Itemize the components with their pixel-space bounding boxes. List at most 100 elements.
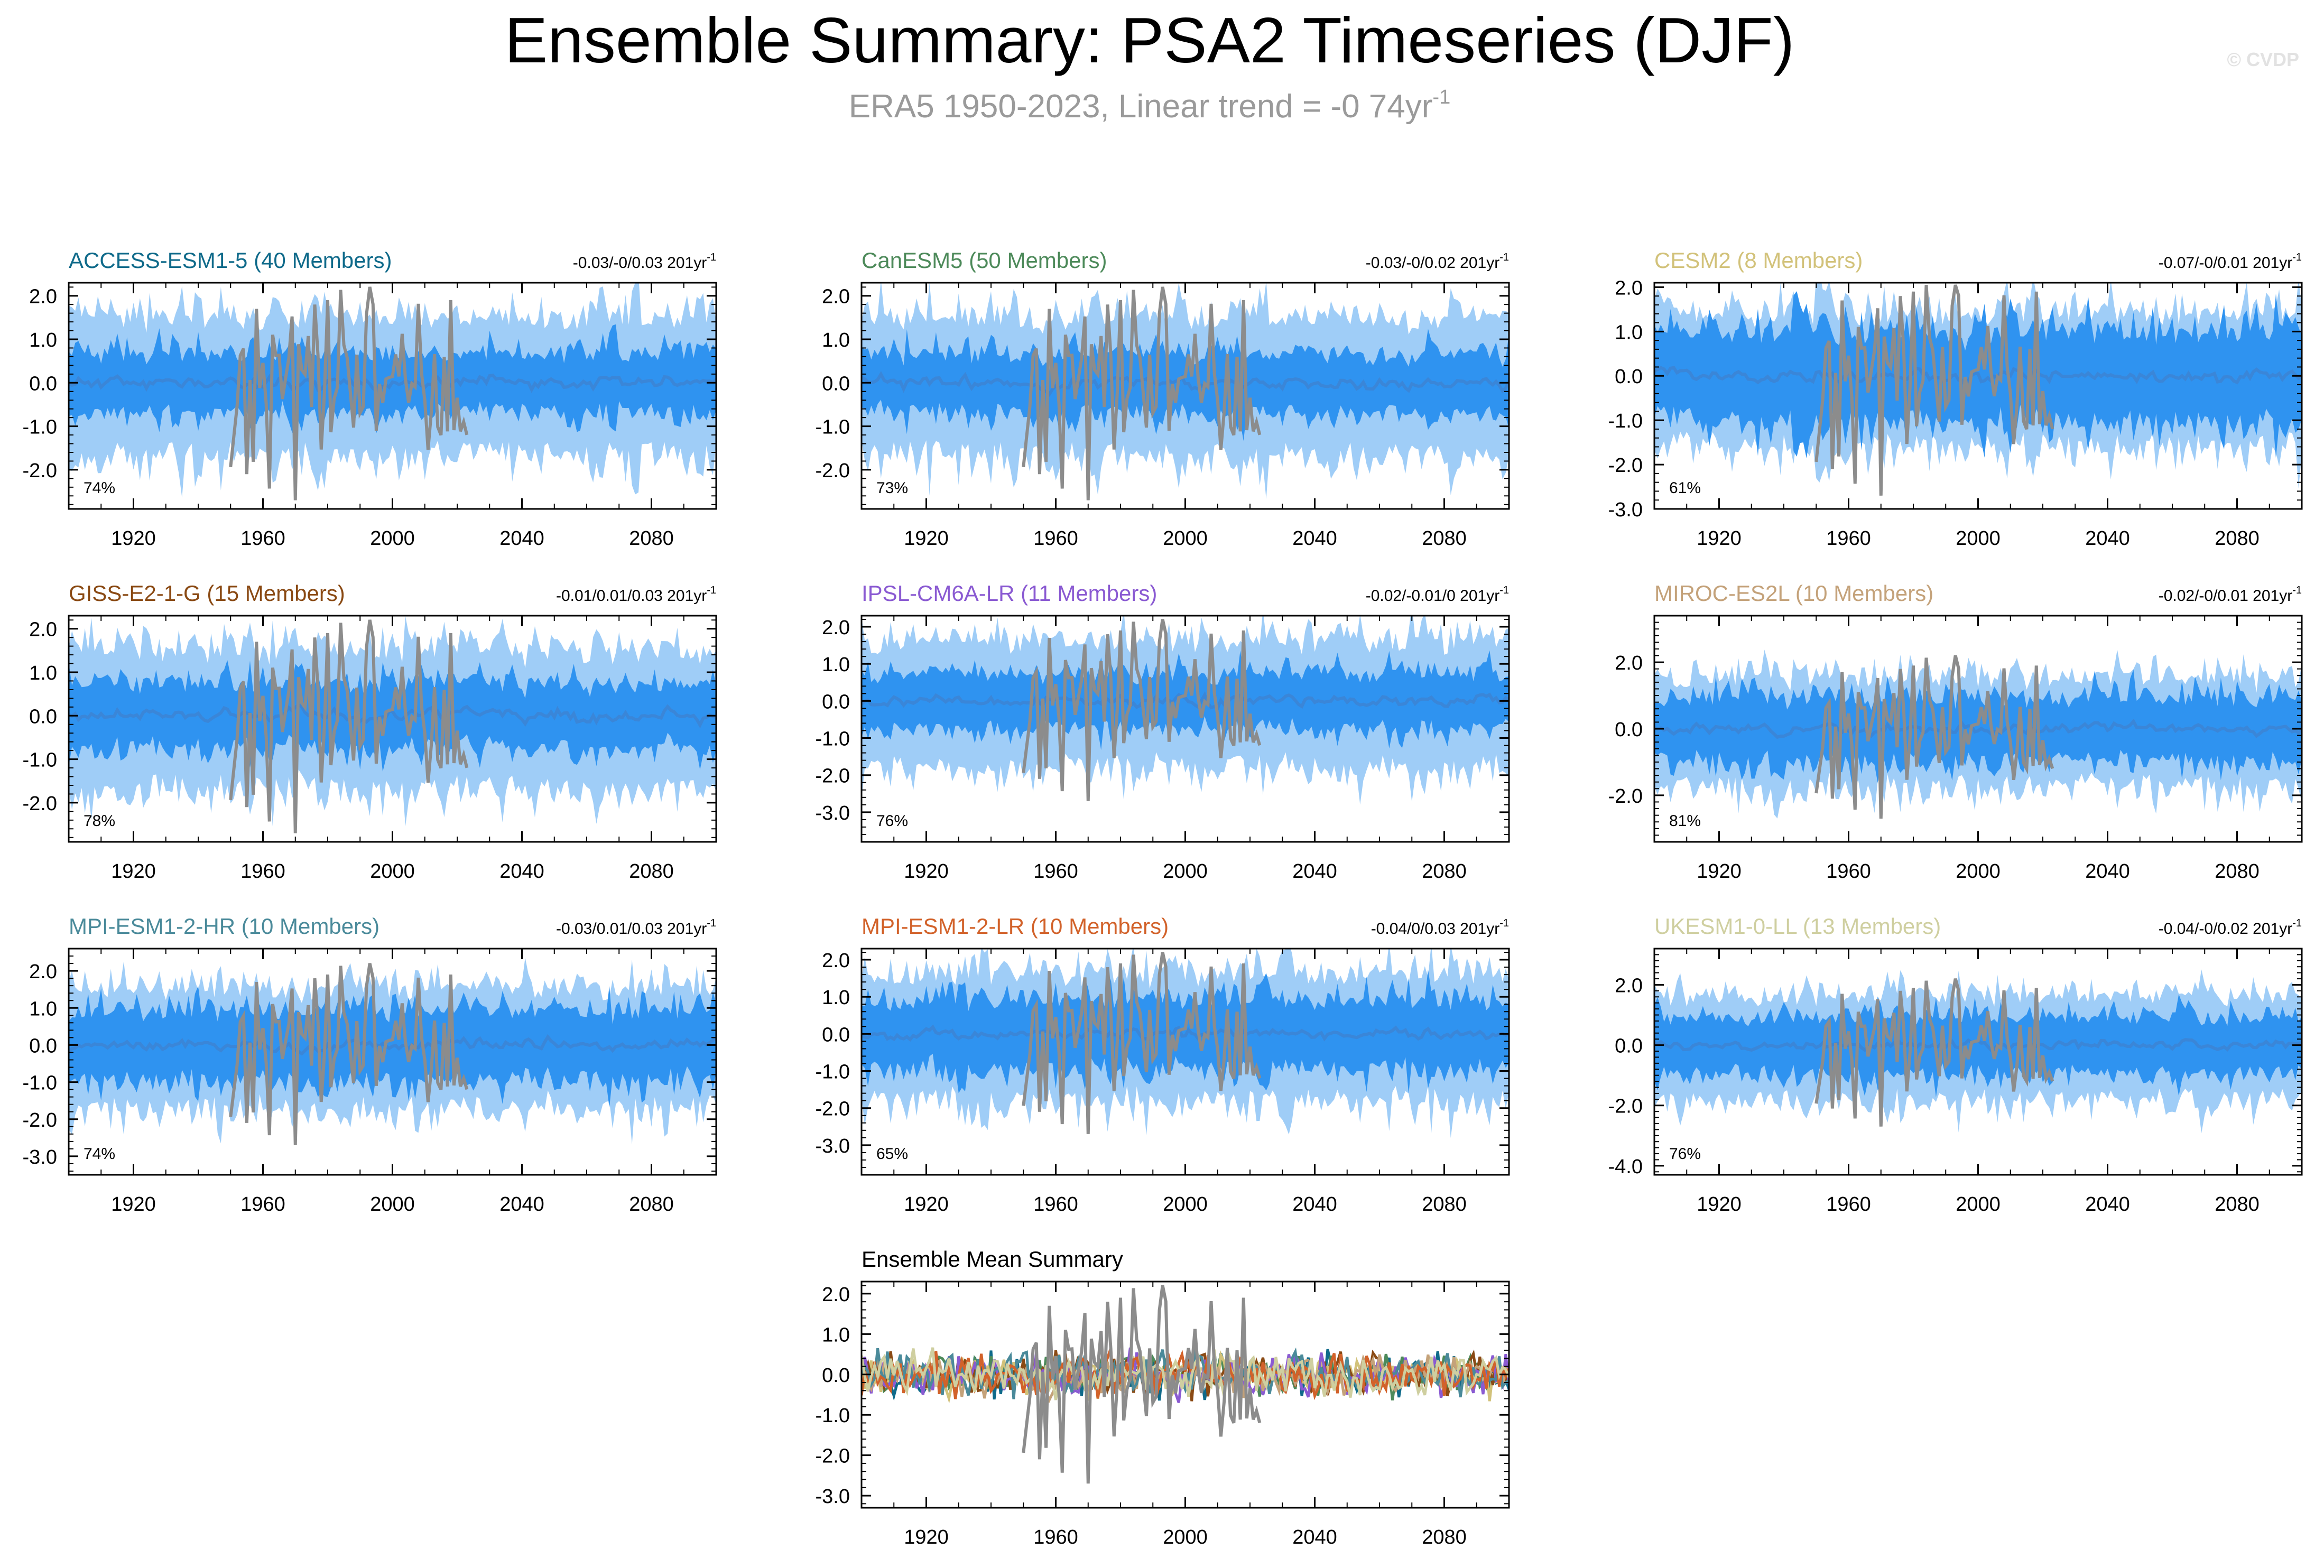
panel-trend: -0.02/-0.01/0 201yr-1 <box>1366 584 1509 605</box>
x-tick-label: 1920 <box>904 1193 949 1216</box>
panel-trend: -0.01/0.01/0.03 201yr-1 <box>556 584 716 605</box>
panel-trend: -0.04/0/0.03 201yr-1 <box>1371 917 1509 938</box>
x-tick-label: 1920 <box>904 527 949 550</box>
y-tick-label: 2.0 <box>29 619 57 641</box>
y-tick-label: -1.0 <box>23 416 57 439</box>
panel-trend: -0.07/-0/0.01 201yr-1 <box>2159 252 2302 272</box>
x-tick-label: 1960 <box>240 1193 285 1216</box>
panel-trend: -0.04/-0/0.02 201yr-1 <box>2159 917 2302 938</box>
trend-sup: -1 <box>2292 917 2302 929</box>
x-tick-label: 2000 <box>370 527 415 550</box>
panel-mpilr: 2.0 1.0 0.0 -1.0 -2.0 -3.0 1920 1960 2000 2040 208… <box>816 914 1510 1216</box>
trend-sup: -1 <box>1499 252 1509 263</box>
x-tick-label: 2080 <box>2215 1193 2260 1216</box>
y-tick-label: -3.0 <box>816 1135 850 1157</box>
plot-area <box>1654 969 2302 1134</box>
panel-mpihr: 2.0 1.0 0.0 -1.0 -2.0 -3.0 1920 1960 2000 2040 208… <box>23 914 717 1216</box>
y-tick-label: 2.0 <box>822 617 850 639</box>
x-tick-label: 1960 <box>1826 860 1871 883</box>
ensemble-mean-line <box>1654 366 2302 388</box>
y-tick-label: 0.0 <box>1615 366 1643 388</box>
panel-summary: 2.0 1.0 0.0 -1.0 -2.0 -3.0 1920 1960 2000 2040 208… <box>816 1247 1510 1548</box>
y-tick-label: 0.0 <box>1615 719 1643 741</box>
x-tick-label: 1920 <box>1697 860 1742 883</box>
x-tick-label: 1920 <box>1697 1193 1742 1216</box>
y-tick-label: -2.0 <box>23 460 57 482</box>
x-tick-label: 1960 <box>1033 1193 1078 1216</box>
y-tick-label: 1.0 <box>822 654 850 676</box>
observed-line <box>1814 978 2054 1127</box>
ensemble-mean-line <box>69 373 716 393</box>
y-tick-label: -1.0 <box>816 1405 850 1427</box>
figure-subtitle: ERA5 1950-2023, Linear trend = -0 74yr-1 <box>849 86 1450 125</box>
y-tick-label: 0.0 <box>29 706 57 728</box>
y-tick-label: 0.0 <box>822 691 850 713</box>
trend-sup: -1 <box>2292 584 2302 596</box>
y-tick-label: -2.0 <box>816 765 850 787</box>
x-tick-label: 2040 <box>499 527 544 550</box>
trend-sup: -1 <box>2292 252 2302 263</box>
y-tick-label: 2.0 <box>29 286 57 308</box>
panel-title: MPI-ESM1-2-HR (10 Members) <box>69 914 379 939</box>
y-tick-label: -3.0 <box>1608 499 1643 521</box>
x-tick-label: 2000 <box>1956 1193 2001 1216</box>
panel-title: IPSL-CM6A-LR (11 Members) <box>862 581 1157 606</box>
y-tick-label: 0.0 <box>822 1024 850 1046</box>
x-tick-label: 2000 <box>1956 860 2001 883</box>
panel-percent: 74% <box>84 1145 115 1163</box>
trend-text: -0.03/0.01/0.03 201yr <box>556 920 707 938</box>
y-tick-label: -2.0 <box>1608 1096 1643 1118</box>
plot-area <box>862 1285 1509 1484</box>
panel-access: 2.0 1.0 0.0 -1.0 -2.0 1920 1960 2000 2040 2080 ACC… <box>23 248 717 550</box>
ensemble-mean-line <box>862 1024 1509 1042</box>
y-tick-label: -2.0 <box>816 1445 850 1468</box>
panels-group: 2.0 1.0 0.0 -1.0 -2.0 1920 1960 2000 2040 2080 ACC… <box>23 248 2303 1548</box>
plot-frame <box>860 1281 1510 1509</box>
y-tick-label: 1.0 <box>822 987 850 1009</box>
trend-sup: -1 <box>707 917 716 929</box>
panel-miroc: 2.0 0.0 -2.0 1920 1960 2000 2040 2080 MIROC-ES2L… <box>1608 581 2303 883</box>
y-tick-label: -1.0 <box>1608 410 1643 432</box>
y-tick-label: -3.0 <box>23 1146 57 1168</box>
panel-ipsl: 2.0 1.0 0.0 -1.0 -2.0 -3.0 1920 1960 2000 2040 208… <box>816 581 1510 883</box>
ensemble-iqr-band <box>1654 994 2302 1098</box>
panel-percent: 76% <box>876 812 908 830</box>
panel-percent: 65% <box>876 1145 908 1163</box>
y-tick-label: -2.0 <box>816 460 850 482</box>
x-tick-label: 2080 <box>1422 1193 1467 1216</box>
ensemble-mean-line <box>69 1034 716 1056</box>
y-tick-label: 0.0 <box>29 373 57 395</box>
ensemble-iqr-band <box>69 660 716 772</box>
x-tick-label: 2080 <box>629 527 674 550</box>
panel-percent: 76% <box>1669 1145 1701 1163</box>
trend-sup: -1 <box>1499 584 1509 596</box>
observed-line <box>1814 284 2054 496</box>
plot-area <box>1654 650 2302 819</box>
ensemble-mean-line <box>862 371 1509 397</box>
x-tick-label: 1960 <box>1033 527 1078 550</box>
plot-area <box>862 283 1509 500</box>
trend-sup: -1 <box>1499 917 1509 929</box>
observed-line <box>229 286 469 500</box>
x-tick-label: 2000 <box>1163 527 1208 550</box>
y-tick-label: 1.0 <box>1615 321 1643 344</box>
y-tick-label: -3.0 <box>816 1486 850 1508</box>
x-tick-label: 1960 <box>1826 527 1871 550</box>
y-tick-label: 0.0 <box>822 1365 850 1387</box>
x-tick-label: 1960 <box>1033 860 1078 883</box>
ensemble-mean-line <box>1654 718 2302 739</box>
plot-area <box>1654 283 2302 496</box>
figure-title: Ensemble Summary: PSA2 Timeseries (DJF) <box>505 4 1795 76</box>
panel-percent: 73% <box>876 479 908 497</box>
panel-percent: 78% <box>84 812 115 830</box>
plot-area <box>862 949 1509 1138</box>
panel-percent: 61% <box>1669 479 1701 497</box>
x-tick-label: 2080 <box>1422 527 1467 550</box>
observed-line <box>1814 655 2054 819</box>
y-tick-label: -2.0 <box>23 1109 57 1131</box>
x-tick-label: 1960 <box>240 527 285 550</box>
ensemble-iqr-band <box>862 969 1509 1094</box>
panel-title: CESM2 (8 Members) <box>1654 248 1863 273</box>
observed-line <box>1022 1285 1262 1484</box>
plot-area <box>69 283 716 500</box>
